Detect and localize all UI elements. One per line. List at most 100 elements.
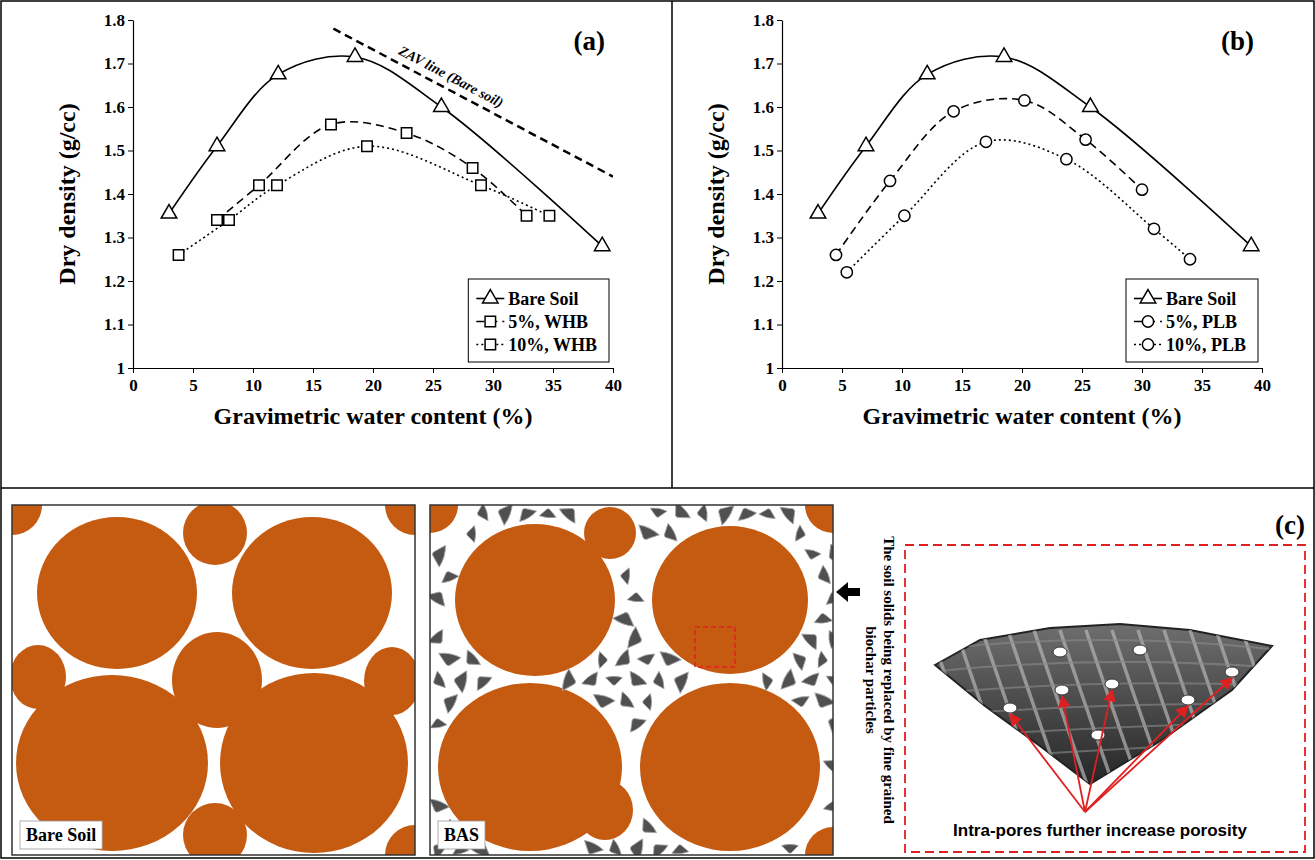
- data-point: [521, 211, 531, 221]
- y-tick: 1.8: [104, 11, 133, 30]
- y-tick-mark: [128, 151, 133, 152]
- biochar-pore: [1055, 685, 1069, 695]
- x-tick: 40: [605, 368, 622, 395]
- biochar-particle: [803, 548, 822, 561]
- soil-particle: [183, 505, 247, 565]
- biochar-rib: [930, 630, 985, 790]
- y-tick-label: 1.5: [104, 141, 125, 160]
- x-tick-label: 30: [485, 376, 502, 395]
- biochar-particle: [671, 668, 690, 693]
- inset: Intra-pores further increase porosity: [905, 545, 1315, 852]
- data-point: [212, 215, 222, 225]
- biochar-pore: [1105, 679, 1119, 689]
- y-tick: 1.6: [753, 98, 782, 117]
- biochar-particle: [822, 754, 833, 776]
- x-tick: 35: [1194, 368, 1211, 395]
- biochar-particle: [801, 628, 824, 651]
- pointer-arrow: [1010, 714, 1085, 812]
- data-point: [1019, 95, 1030, 106]
- annotation-label: ZAV line (Bare soil): [395, 43, 506, 112]
- panel-divider: [1, 487, 1314, 489]
- inset-frame: [905, 545, 1305, 852]
- biochar-particle: [813, 612, 832, 624]
- y-tick-mark: [777, 64, 782, 65]
- particles: [430, 505, 833, 855]
- biochar-particle: [643, 694, 652, 711]
- soil-particle: [172, 632, 262, 728]
- x-tick-mark: [313, 368, 314, 373]
- data-point: [161, 205, 177, 218]
- data-point: [476, 180, 486, 190]
- biochar-particle: [656, 650, 681, 669]
- biochar-particle: [430, 628, 449, 649]
- data-point: [996, 48, 1012, 61]
- data-point: [899, 210, 910, 221]
- biochar-particle: [591, 693, 616, 711]
- chart: 051015202530354011.11.21.31.41.51.61.71.…: [54, 11, 622, 429]
- x-axis-title: Gravimetric water content (%): [863, 403, 1182, 429]
- biochar-particle: [614, 648, 636, 672]
- y-tick-mark: [128, 20, 133, 21]
- data-point: [1136, 184, 1147, 195]
- data-point: [980, 136, 991, 147]
- x-tick: 5: [838, 368, 847, 395]
- y-tick-mark: [777, 368, 782, 369]
- x-tick: 10: [245, 368, 262, 395]
- y-tick-label: 1.8: [104, 11, 125, 30]
- y-tick-label: 1.3: [753, 228, 774, 247]
- x-tick-label: 5: [838, 376, 847, 395]
- y-tick: 1.7: [104, 54, 133, 73]
- y-tick: 1: [117, 359, 134, 378]
- data-point: [1184, 254, 1195, 265]
- x-axis: 0510152025303540: [778, 368, 1271, 395]
- x-tick: 15: [954, 368, 971, 395]
- x-tick-label: 15: [305, 376, 322, 395]
- zoom-marker: [695, 627, 735, 667]
- biochar-rib: [1216, 630, 1271, 790]
- y-axis-title: Dry density (g/cc): [703, 103, 729, 284]
- data-point: [401, 128, 411, 138]
- y-tick-label: 1.7: [104, 54, 126, 73]
- biochar-particle: [647, 839, 669, 855]
- x-tick-mark: [962, 368, 963, 373]
- biochar-particle: [823, 797, 833, 816]
- y-tick-label: 1.4: [753, 185, 775, 204]
- x-tick-mark: [253, 368, 254, 373]
- particle-box: BAS: [402, 477, 861, 860]
- legend-box: [1126, 279, 1258, 362]
- legend-label: 10%, WHB: [508, 335, 597, 355]
- annotation-line: [333, 29, 613, 177]
- soil-particle: [805, 505, 833, 533]
- x-tick-mark: [1262, 368, 1263, 373]
- biochar-particle: [475, 505, 489, 523]
- legend: Bare Soil5%, WHB10%, WHB: [468, 279, 609, 362]
- biochar-particle: [430, 717, 447, 729]
- data-point: [270, 65, 286, 78]
- series-line: [169, 56, 602, 246]
- box-label: BAS: [444, 825, 479, 845]
- biochar-particle: [439, 690, 459, 714]
- x-tick-mark: [493, 368, 494, 373]
- x-tick-label: 20: [365, 376, 382, 395]
- y-tick-label: 1.6: [753, 98, 774, 117]
- y-tick-label: 1.5: [753, 141, 774, 160]
- y-tick-mark: [777, 151, 782, 152]
- x-tick-mark: [1202, 368, 1203, 373]
- x-tick: 0: [778, 368, 787, 395]
- particles: [12, 505, 415, 855]
- biochar-particle: [558, 505, 581, 524]
- legend-swatch-marker: [485, 339, 495, 349]
- biochar-particle: [627, 592, 645, 602]
- x-tick: 30: [485, 368, 502, 395]
- biochar-particle: [598, 652, 607, 669]
- series-line: [179, 146, 550, 255]
- panel-title: (a): [574, 26, 605, 56]
- biochar-particle: [696, 505, 708, 523]
- y-tick: 1.1: [753, 315, 782, 334]
- data-point: [362, 141, 372, 151]
- particle-box: Bare Soil: [0, 475, 445, 860]
- x-axis-title: Gravimetric water content (%): [214, 403, 533, 429]
- data-point: [272, 180, 282, 190]
- soil-particle: [385, 505, 415, 535]
- y-axis: 11.11.21.31.41.51.61.71.8: [753, 11, 783, 378]
